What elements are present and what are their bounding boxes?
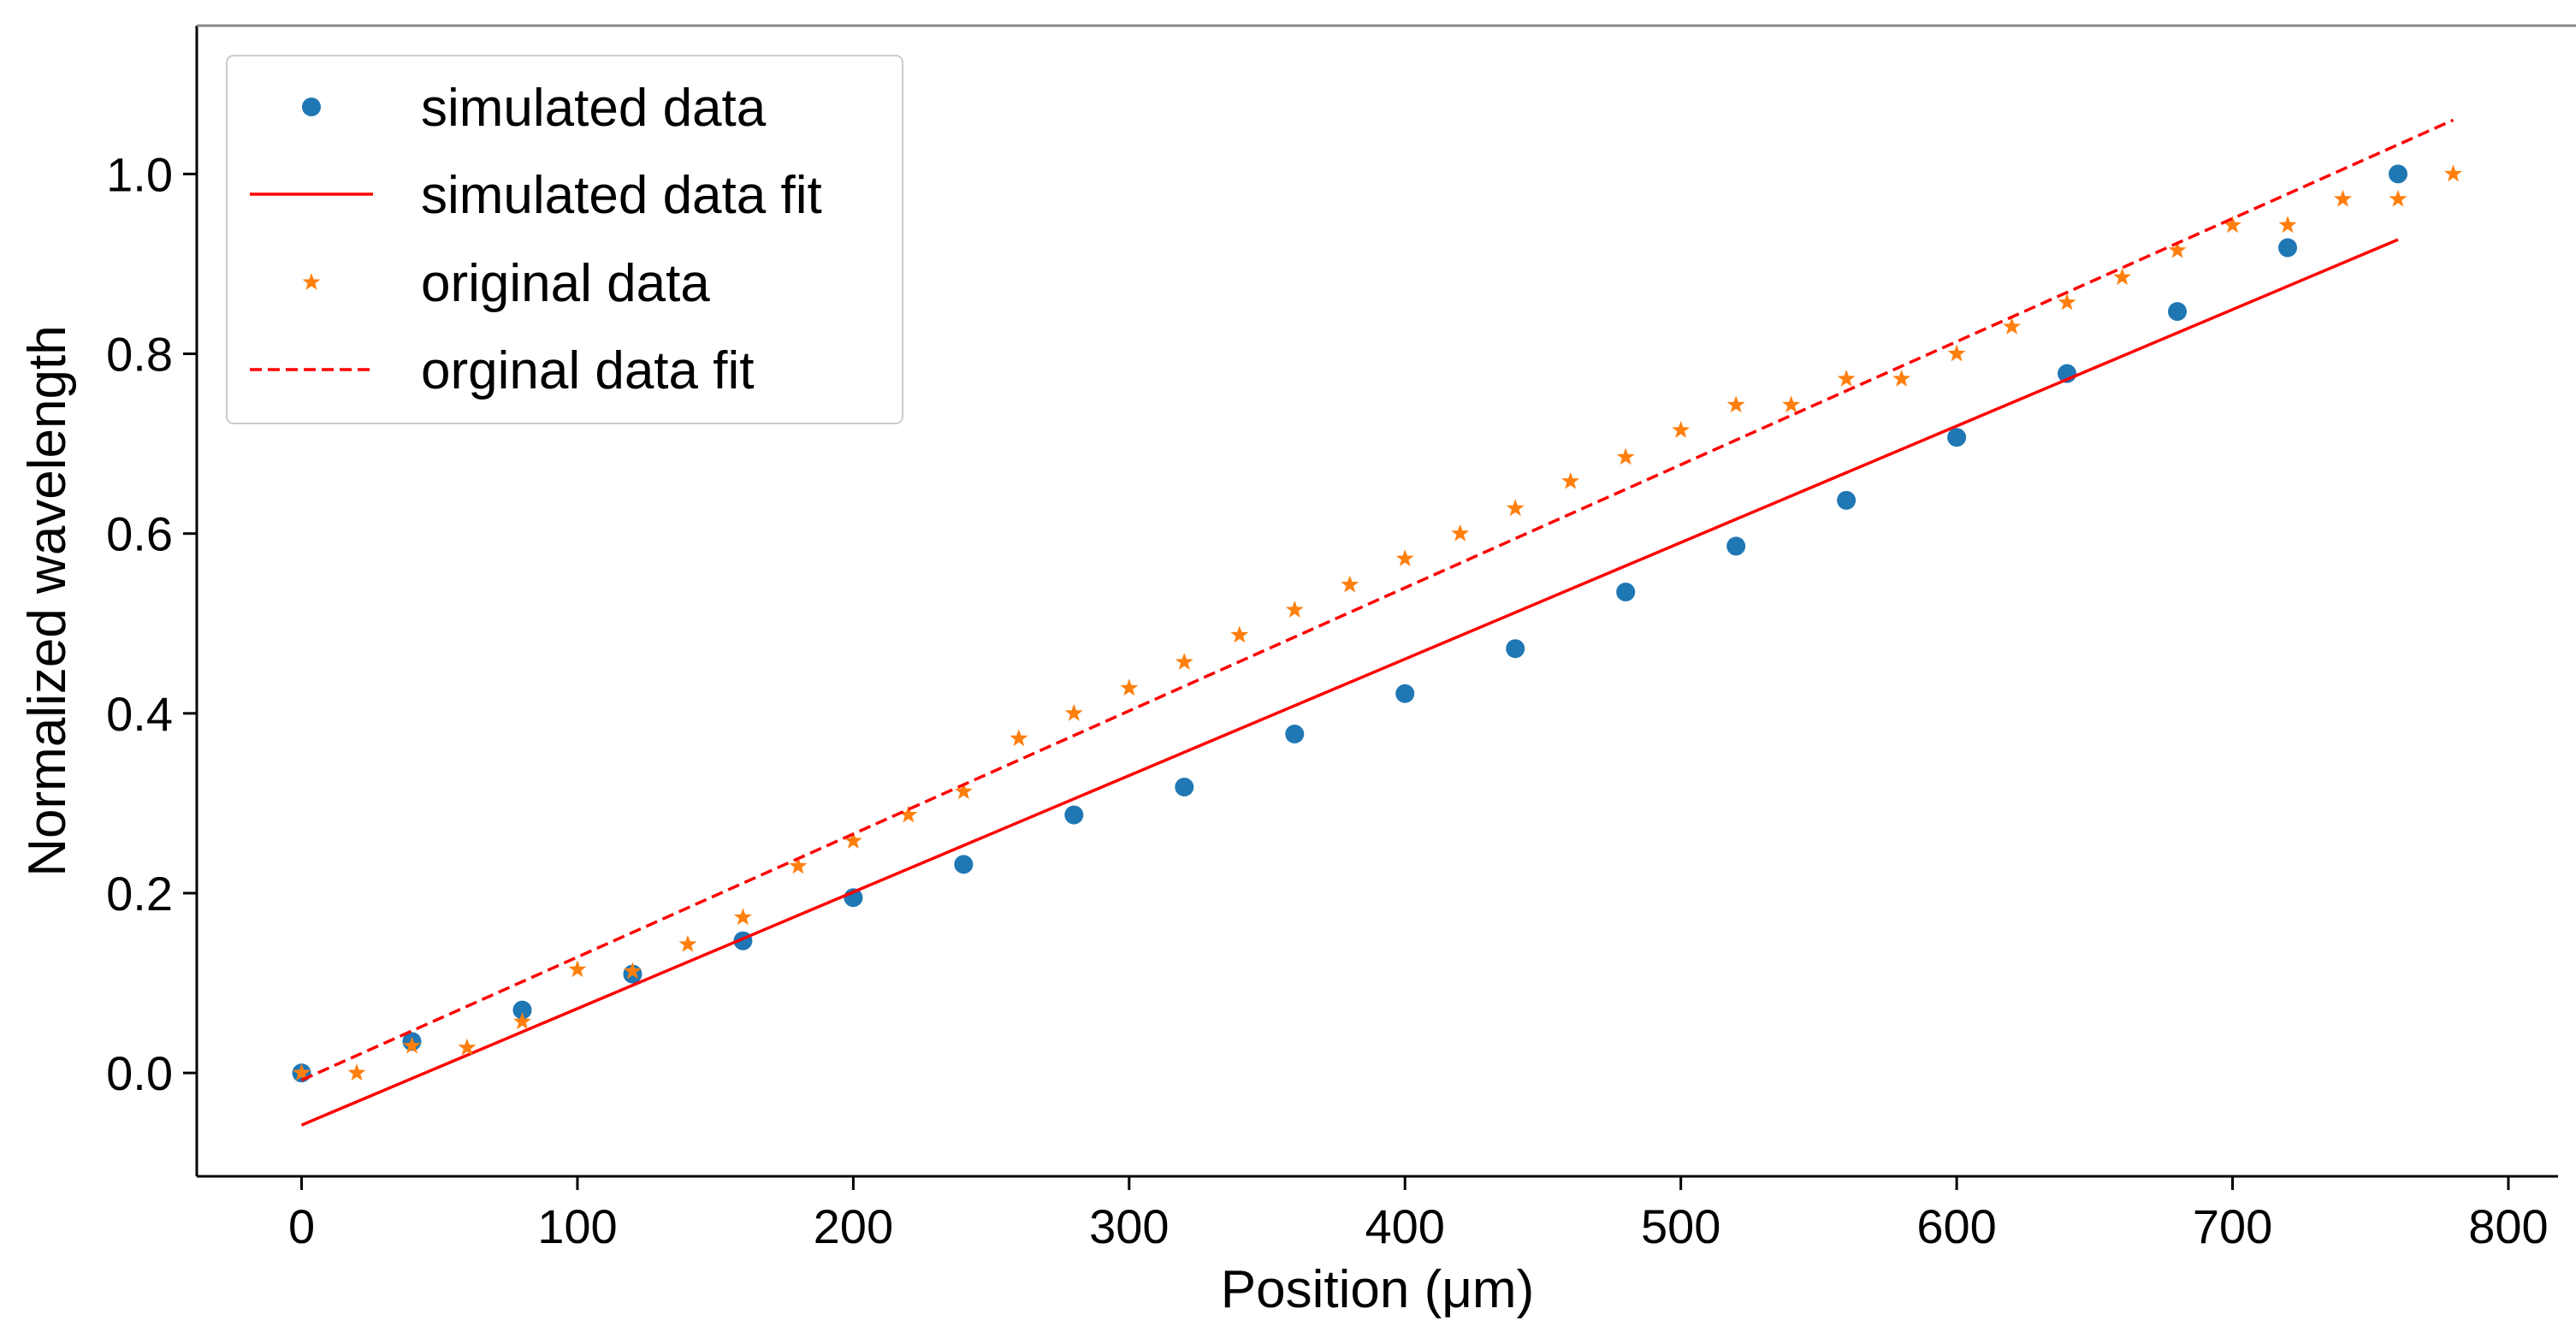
legend-label: orginal data fit [421, 341, 754, 400]
x-tick-label: 800 [2468, 1199, 2548, 1253]
data-point-star [899, 805, 918, 823]
data-point-circle [1175, 778, 1194, 797]
data-point-star [1451, 524, 1470, 542]
legend-label: simulated data fit [421, 166, 822, 225]
data-point-star [1892, 370, 1911, 387]
data-point-star [789, 856, 808, 874]
legend-entry: simulated data [302, 79, 767, 138]
data-point-star [2389, 189, 2407, 207]
x-tick-label: 300 [1089, 1199, 1169, 1253]
data-point-star [347, 1063, 366, 1081]
y-tick-label: 0.4 [106, 687, 173, 741]
axes: 0 100 200 300 400 500 600 700 800 0.0 0.2 0.4 0.6 0.8… [106, 24, 2576, 1253]
data-point-star [624, 962, 642, 980]
legend-circle-swatch [302, 98, 321, 116]
data-point-circle [1285, 725, 1305, 744]
x-tick-label: 0 [288, 1199, 315, 1253]
data-point-star [844, 832, 862, 849]
data-point-circle [1616, 582, 1636, 601]
data-point-circle [1726, 536, 1746, 556]
legend: simulated data simulated data fit original… [226, 55, 903, 424]
data-point-circle [1506, 639, 1525, 659]
data-point-star [1947, 344, 1966, 362]
data-point-star [458, 1038, 477, 1056]
series-orginal-data-fit [300, 118, 2455, 1082]
data-point-star [2334, 189, 2352, 207]
data-point-star [2224, 216, 2241, 234]
data-point-star [2168, 240, 2187, 258]
data-point-star [1010, 729, 1028, 747]
legend-entry: original data [302, 254, 710, 313]
data-point-star [2444, 164, 2462, 182]
data-point-star [1616, 447, 1635, 465]
x-tick-label: 600 [1916, 1199, 1996, 1253]
data-point-circle [1395, 684, 1415, 703]
data-point-star [1561, 471, 1580, 489]
data-point-star [1837, 370, 1856, 387]
data-point-circle [2168, 302, 2188, 322]
data-point-circle [512, 1000, 532, 1020]
data-point-star [403, 1036, 421, 1054]
fit-line [300, 238, 2399, 1127]
data-point-circle [954, 855, 974, 874]
data-point-star [2003, 317, 2022, 335]
data-point-star [1341, 575, 1359, 593]
legend-star-swatch [302, 273, 321, 290]
x-tick-label: 200 [814, 1199, 893, 1253]
plot-area [292, 118, 2462, 1127]
legend-label: simulated data [421, 79, 767, 138]
series-original-data [293, 164, 2462, 1081]
data-point-star [1726, 395, 1745, 413]
legend-entry: simulated data fit [250, 166, 822, 225]
data-point-star [1230, 625, 1249, 643]
data-point-circle [2388, 164, 2407, 184]
y-axis-label: Normalized wavelength [18, 325, 77, 876]
legend-entry: orginal data fit [250, 341, 754, 400]
data-point-star [1175, 653, 1193, 670]
data-point-star [2278, 216, 2297, 234]
data-point-circle [1064, 805, 1084, 825]
data-point-star [1672, 420, 1691, 438]
data-point-circle [1947, 428, 1967, 447]
data-point-star [1395, 549, 1414, 566]
data-point-star [733, 908, 752, 926]
data-point-circle [2278, 238, 2298, 258]
x-tick-label: 400 [1365, 1199, 1445, 1253]
x-tick-label: 500 [1641, 1199, 1720, 1253]
y-tick-label: 1.0 [106, 147, 173, 201]
data-point-star [2058, 293, 2076, 311]
data-point-star [1506, 499, 1525, 517]
data-point-circle [1837, 490, 1856, 510]
series-simulated-data-fit [300, 238, 2399, 1127]
data-point-star [1064, 703, 1083, 721]
y-tick-label: 0.2 [106, 867, 173, 921]
data-point-star [1285, 601, 1304, 618]
x-axis-label: Position (μm) [1221, 1260, 1534, 1319]
data-point-star [293, 1063, 311, 1081]
data-point-star [513, 1012, 531, 1030]
fit-line [300, 118, 2455, 1082]
series-simulated-data [292, 164, 2407, 1083]
data-point-star [1120, 678, 1139, 696]
legend-box [226, 55, 903, 424]
data-point-star [954, 782, 973, 800]
y-tick-label: 0.0 [106, 1046, 173, 1100]
legend-label: original data [421, 254, 710, 313]
data-point-star [568, 960, 587, 978]
x-tick-label: 700 [2193, 1199, 2272, 1253]
y-tick-label: 0.6 [106, 507, 173, 561]
data-point-star [2113, 268, 2131, 286]
data-point-star [678, 934, 697, 952]
x-tick-label: 100 [537, 1199, 617, 1253]
y-tick-label: 0.8 [106, 328, 173, 382]
data-point-star [1782, 395, 1801, 413]
